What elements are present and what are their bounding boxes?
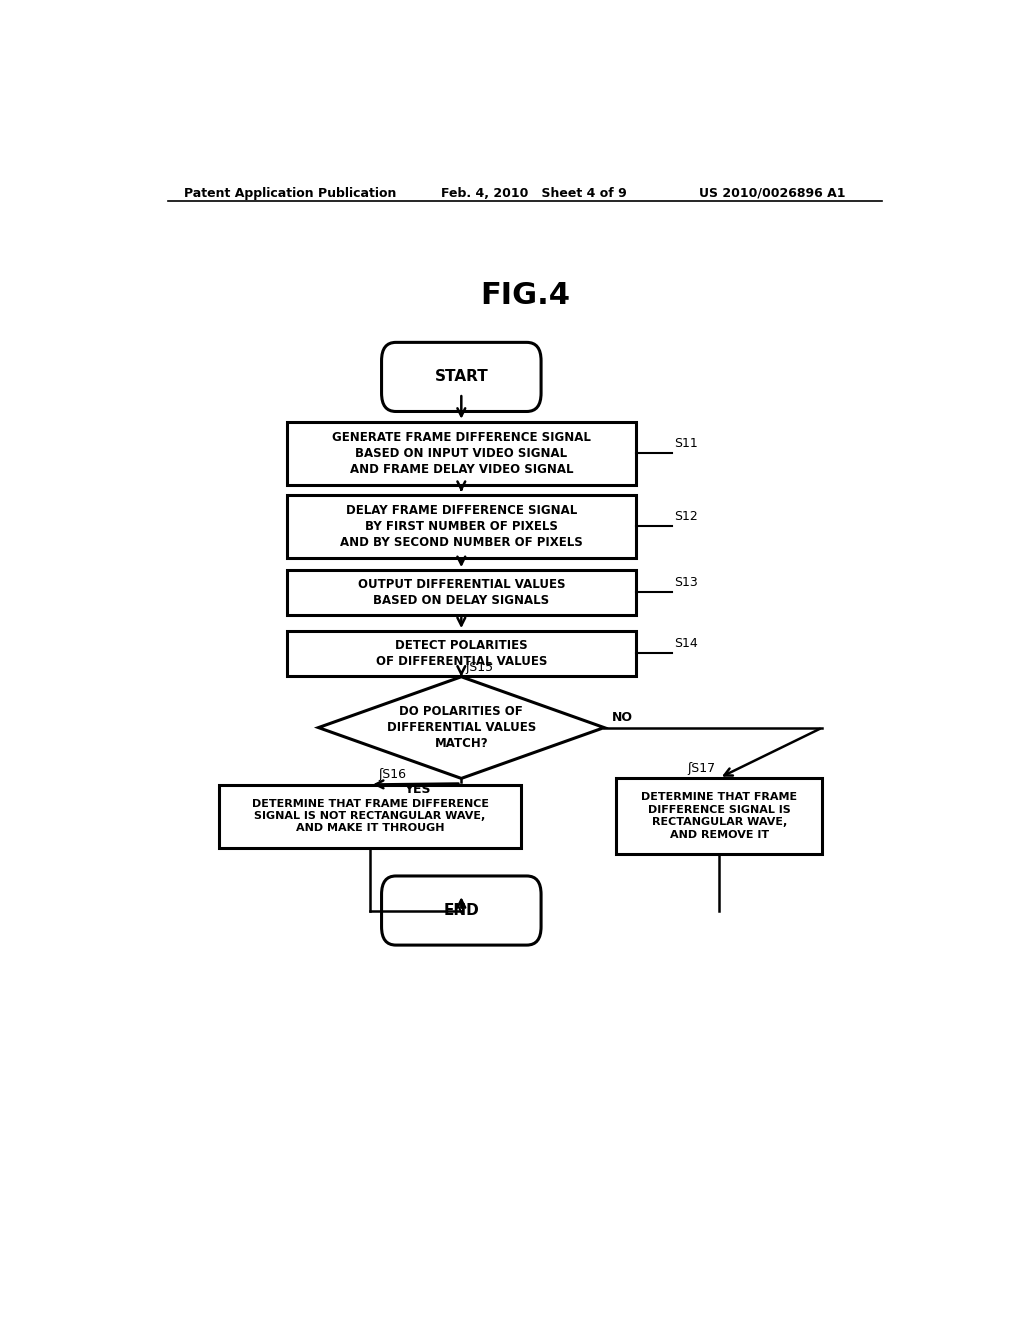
Bar bbox=[219, 784, 521, 847]
Text: FIG.4: FIG.4 bbox=[480, 281, 569, 310]
Text: OUTPUT DIFFERENTIAL VALUES
BASED ON DELAY SIGNALS: OUTPUT DIFFERENTIAL VALUES BASED ON DELA… bbox=[357, 578, 565, 607]
Text: S14: S14 bbox=[674, 638, 697, 651]
Bar bbox=[287, 495, 636, 558]
Polygon shape bbox=[318, 677, 604, 779]
Text: DETERMINE THAT FRAME DIFFERENCE
SIGNAL IS NOT RECTANGULAR WAVE,
AND MAKE IT THRO: DETERMINE THAT FRAME DIFFERENCE SIGNAL I… bbox=[252, 799, 488, 833]
Text: END: END bbox=[443, 903, 479, 917]
Text: DETECT POLARITIES
OF DIFFERENTIAL VALUES: DETECT POLARITIES OF DIFFERENTIAL VALUES bbox=[376, 639, 547, 668]
Text: GENERATE FRAME DIFFERENCE SIGNAL
BASED ON INPUT VIDEO SIGNAL
AND FRAME DELAY VID: GENERATE FRAME DIFFERENCE SIGNAL BASED O… bbox=[332, 430, 591, 475]
Text: NO: NO bbox=[612, 710, 633, 723]
Text: Feb. 4, 2010   Sheet 4 of 9: Feb. 4, 2010 Sheet 4 of 9 bbox=[441, 187, 628, 199]
Text: DO POLARITIES OF
DIFFERENTIAL VALUES
MATCH?: DO POLARITIES OF DIFFERENTIAL VALUES MAT… bbox=[387, 705, 536, 750]
Bar bbox=[616, 777, 822, 854]
FancyBboxPatch shape bbox=[382, 342, 541, 412]
Text: ʃS15: ʃS15 bbox=[465, 661, 494, 673]
Text: START: START bbox=[434, 370, 488, 384]
Bar bbox=[287, 631, 636, 676]
Text: DELAY FRAME DIFFERENCE SIGNAL
BY FIRST NUMBER OF PIXELS
AND BY SECOND NUMBER OF : DELAY FRAME DIFFERENCE SIGNAL BY FIRST N… bbox=[340, 504, 583, 549]
FancyBboxPatch shape bbox=[382, 876, 541, 945]
Text: ʃS16: ʃS16 bbox=[378, 768, 406, 781]
Bar bbox=[287, 421, 636, 484]
Text: S12: S12 bbox=[674, 511, 697, 523]
Bar bbox=[287, 570, 636, 615]
Text: DETERMINE THAT FRAME
DIFFERENCE SIGNAL IS
RECTANGULAR WAVE,
AND REMOVE IT: DETERMINE THAT FRAME DIFFERENCE SIGNAL I… bbox=[641, 792, 798, 840]
Text: YES: YES bbox=[404, 784, 431, 796]
Text: Patent Application Publication: Patent Application Publication bbox=[183, 187, 396, 199]
Text: S11: S11 bbox=[674, 437, 697, 450]
Text: ʃS17: ʃS17 bbox=[687, 762, 716, 775]
Text: US 2010/0026896 A1: US 2010/0026896 A1 bbox=[699, 187, 846, 199]
Text: S13: S13 bbox=[674, 577, 697, 589]
